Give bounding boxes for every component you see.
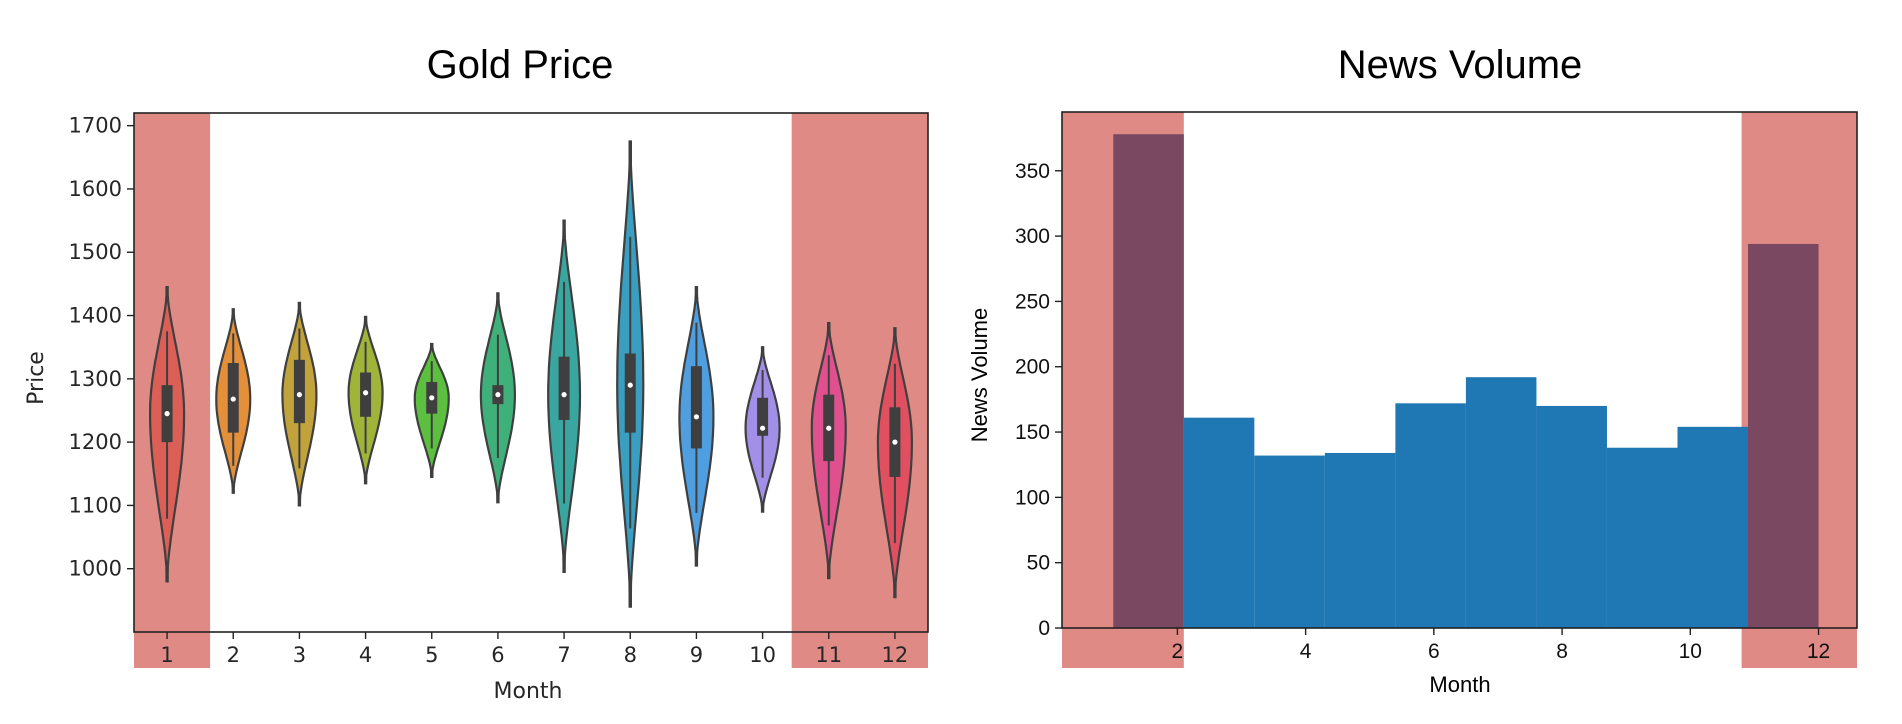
news-y-tick-label: 150 — [1015, 421, 1050, 444]
news-y-ticks: 0 50 100 150 200 250 300 350 — [1015, 160, 1062, 640]
gold-x-axis-label: Month — [494, 679, 563, 704]
news-x-tick-label: 8 — [1556, 640, 1568, 663]
histogram-bar-7 — [1536, 405, 1607, 628]
gold-highlight-layer — [134, 113, 928, 668]
gold-x-ticks: 1 2 3 4 5 6 7 8 9 10 11 12 — [160, 632, 908, 667]
median-dot-month-7 — [561, 392, 567, 398]
median-dot-month-5 — [429, 395, 435, 401]
news-axes — [1061, 111, 1858, 629]
histogram-bar-2 — [1183, 417, 1255, 628]
histogram-bar-1 — [1113, 134, 1184, 629]
news-y-tick-label: 0 — [1038, 617, 1050, 640]
news-y-axis-label: News Volume — [967, 308, 992, 443]
histogram-bar-5 — [1395, 403, 1466, 628]
news-y-tick-label: 250 — [1015, 290, 1050, 313]
gold-x-tick-label: 8 — [624, 643, 637, 667]
highlight-month-11-12 — [791, 113, 928, 668]
gold-x-tick-label: 9 — [690, 643, 703, 667]
news-x-ticks: 2 4 6 8 10 12 — [1172, 628, 1830, 663]
gold-x-tick-label: 6 — [491, 643, 504, 667]
gold-y-tick-label: 1300 — [69, 367, 122, 391]
median-dot-month-6 — [495, 392, 501, 398]
news-x-tick-label: 12 — [1807, 640, 1830, 663]
median-dot-month-3 — [296, 392, 303, 398]
gold-y-ticks: 1000 1100 1200 1300 1400 1500 1600 1700 — [69, 114, 134, 581]
median-dot-month-10 — [759, 425, 766, 431]
news-y-tick-label: 350 — [1015, 160, 1050, 183]
iqr-box-month-3 — [293, 359, 305, 424]
histogram-bar-4 — [1324, 452, 1396, 628]
violin-layer — [149, 140, 914, 608]
iqr-box-month-8 — [624, 353, 636, 433]
news-y-tick-label: 100 — [1015, 486, 1050, 509]
gold-x-tick-label: 5 — [425, 643, 438, 667]
news-x-tick-label: 2 — [1172, 640, 1184, 663]
gold-x-tick-label: 11 — [815, 643, 842, 667]
histogram-bar-9 — [1677, 426, 1749, 628]
median-dot-month-9 — [693, 414, 700, 420]
median-dot-month-11 — [826, 425, 832, 431]
histogram-bar-3 — [1254, 455, 1325, 628]
gold-y-tick-label: 1700 — [69, 114, 122, 138]
gold-plot-frame — [133, 112, 929, 633]
news-volume-chart: News Volume 0 50 100 150 200 250 300 350 2 4 6 8 10… — [967, 43, 1858, 697]
news-bar-layer — [1113, 134, 1819, 629]
news-volume-title: News Volume — [1338, 43, 1583, 87]
news-plot-frame — [1061, 111, 1858, 629]
median-dot-month-4 — [362, 390, 369, 396]
news-y-tick-label: 200 — [1015, 356, 1050, 379]
gold-x-tick-label: 1 — [160, 643, 173, 667]
news-y-tick-label: 300 — [1015, 225, 1050, 248]
histogram-bar-8 — [1606, 447, 1678, 628]
gold-price-chart: Gold Price 10001100120013001400150016001… — [24, 43, 929, 704]
iqr-box-month-10 — [757, 397, 769, 436]
median-dot-month-8 — [627, 382, 633, 388]
news-x-tick-label: 4 — [1300, 640, 1312, 663]
gold-y-tick-label: 1600 — [69, 177, 122, 201]
iqr-box-month-7 — [558, 356, 570, 420]
median-dot-month-1 — [164, 411, 170, 417]
news-y-tick-label: 50 — [1027, 552, 1050, 575]
news-x-tick-label: 6 — [1428, 640, 1440, 663]
gold-axes — [133, 112, 929, 633]
median-dot-month-2 — [230, 396, 236, 402]
gold-y-tick-label: 1400 — [69, 304, 122, 328]
news-x-axis-label: Month — [1429, 672, 1490, 697]
gold-x-tick-label: 4 — [359, 643, 372, 667]
histogram-bar-6 — [1465, 377, 1537, 628]
median-dot-month-12 — [892, 439, 898, 445]
gold-y-tick-label: 1000 — [69, 557, 122, 581]
gold-x-tick-label: 2 — [227, 643, 240, 667]
news-x-tick-label: 10 — [1679, 640, 1702, 663]
gold-x-tick-label: 3 — [293, 643, 306, 667]
gold-price-title: Gold Price — [427, 43, 614, 87]
iqr-box-month-9 — [690, 366, 702, 449]
histogram-bar-10 — [1748, 243, 1819, 628]
gold-y-tick-label: 1500 — [69, 240, 122, 264]
gold-x-tick-label: 10 — [749, 643, 776, 667]
gold-y-tick-label: 1200 — [69, 430, 122, 454]
gold-x-tick-label: 7 — [557, 643, 570, 667]
gold-x-tick-label: 12 — [882, 643, 909, 667]
gold-y-axis-label: Price — [24, 351, 49, 405]
gold-y-tick-label: 1100 — [69, 493, 122, 517]
